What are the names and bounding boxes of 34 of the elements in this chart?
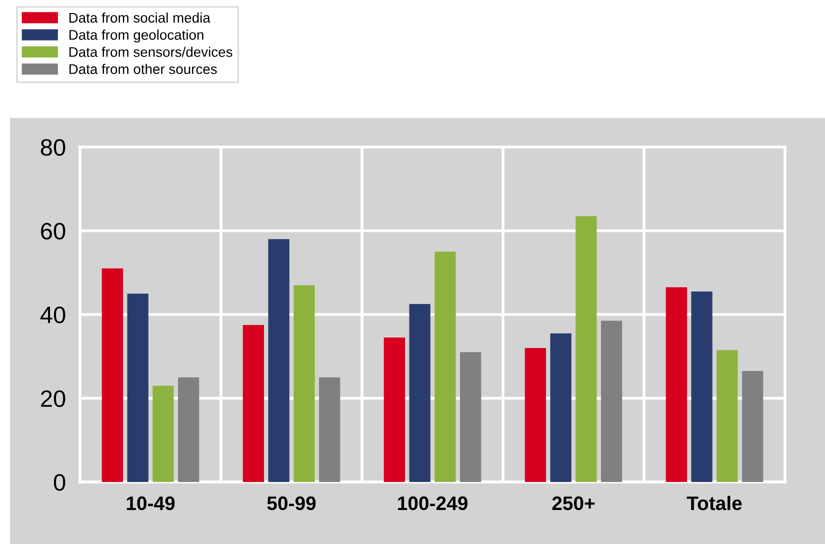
x-tick-label: 10-49 [126,496,175,510]
y-tick-label: 60 [41,222,66,240]
bar [152,386,174,482]
y-tick-label: 80 [40,139,66,156]
x-tick-label: 250+ [552,496,595,510]
bar [434,252,456,482]
x-tick-label: Totale [686,496,742,510]
bar [460,352,482,482]
bar [294,285,315,482]
bar [102,268,124,482]
bar [524,348,546,482]
bar [742,371,764,482]
bar [127,294,148,482]
bar [242,324,264,482]
bar [409,304,430,482]
legend-label: Data from social media [69,12,210,23]
legend-label: Data from other sources [69,64,217,74]
legend-label: Data from sensors/devices [69,46,232,57]
bar [576,216,597,482]
bar [268,239,290,482]
bar [666,287,688,482]
bar [691,291,712,482]
bar [716,350,738,482]
bar [318,377,340,482]
legend-label: Data from geolocation [69,30,204,43]
y-tick-label: 20 [41,390,66,408]
y-tick-label: 0 [54,474,66,491]
bar [600,320,622,482]
bar [178,377,200,482]
x-tick-label: 50-99 [267,496,316,510]
bar [384,338,406,482]
x-tick-label: 100-249 [398,496,468,510]
bar [550,333,572,482]
y-tick-label: 40 [40,306,66,324]
